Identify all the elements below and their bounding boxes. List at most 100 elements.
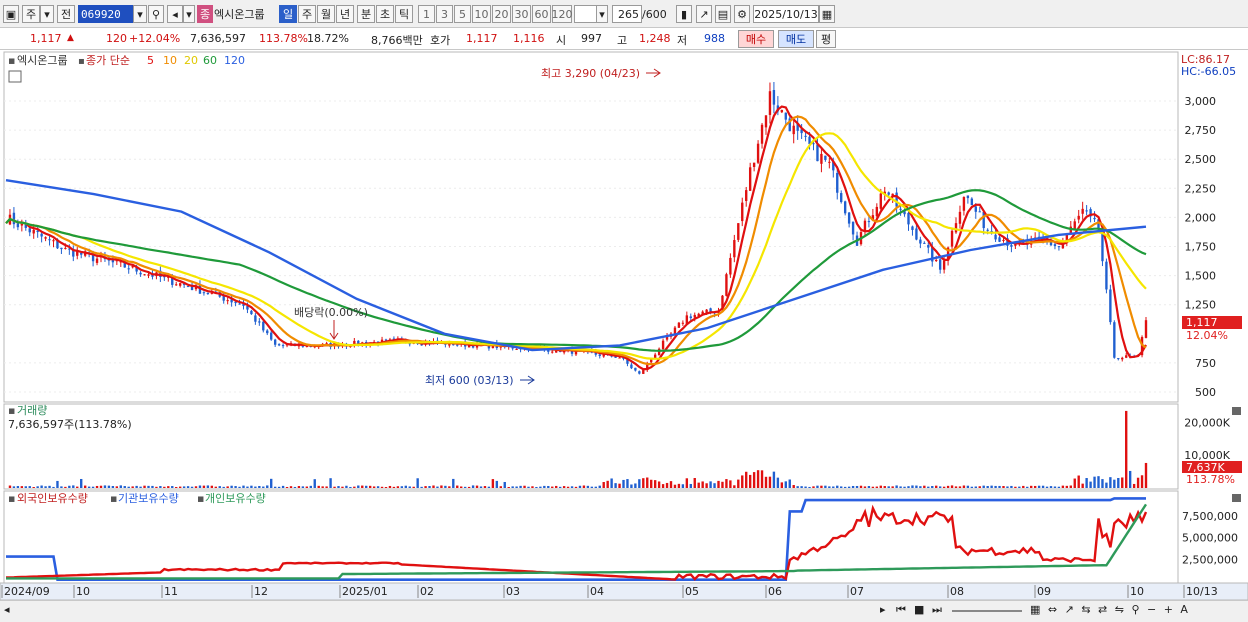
market-select[interactable]: 주 xyxy=(22,5,40,23)
interval-10[interactable]: 10 xyxy=(472,5,491,23)
volume-bar xyxy=(574,486,578,488)
volume-bar xyxy=(436,486,439,488)
candle-body xyxy=(1049,241,1053,246)
average-button[interactable]: 평 xyxy=(816,30,836,48)
low-arrow-icon xyxy=(520,375,535,385)
candle-body xyxy=(962,197,966,211)
period-tick[interactable]: 틱 xyxy=(395,5,413,23)
candle-body xyxy=(392,338,396,340)
volume-bar xyxy=(159,486,162,488)
candle-body xyxy=(772,90,776,105)
table-icon[interactable] xyxy=(8,70,22,83)
candle-body xyxy=(1077,215,1080,220)
skip-back-icon[interactable]: ⏮ xyxy=(896,603,906,616)
candle-body xyxy=(44,237,47,239)
tool-icons[interactable]: ▦ ⇔ ↗ ⇆ ⇄ ⇋ ⚲ − + A xyxy=(1030,603,1190,616)
volume-bar xyxy=(167,486,170,488)
count-input[interactable]: 265 xyxy=(612,5,642,23)
interval-120[interactable]: 120 xyxy=(552,5,573,23)
volume-bar xyxy=(1077,475,1080,488)
interval-60[interactable]: 60 xyxy=(532,5,551,23)
date-input[interactable]: 2025/10/13 xyxy=(753,5,819,23)
volume-bar xyxy=(444,485,447,488)
zoom-slider[interactable] xyxy=(952,610,1022,612)
last-price: 1,117 xyxy=(1186,316,1218,329)
volume-bar xyxy=(630,484,633,488)
interval-20[interactable]: 20 xyxy=(492,5,511,23)
volume-bar xyxy=(851,485,855,488)
chart-scrollbar[interactable]: ◂ ▸ ⏮ ■ ⏭ ▦ ⇔ ↗ ⇆ ⇄ ⇋ ⚲ − + A xyxy=(0,600,1248,622)
volume-bar xyxy=(760,470,764,488)
interval-5[interactable]: 5 xyxy=(454,5,471,23)
close-icon[interactable] xyxy=(1232,494,1241,502)
buy-button[interactable]: 매수 xyxy=(738,30,774,48)
scroll-right-icon[interactable]: ▸ xyxy=(880,603,886,616)
period-week[interactable]: 주 xyxy=(298,5,316,23)
candle-body xyxy=(194,285,198,290)
period-year[interactable]: 년 xyxy=(336,5,354,23)
window-menu-icon[interactable]: ▣ xyxy=(3,5,19,23)
gear-icon[interactable]: ⚙ xyxy=(734,5,750,23)
period-second[interactable]: 초 xyxy=(376,5,394,23)
candle-body xyxy=(938,259,942,270)
volume-bar xyxy=(246,486,249,488)
interval-30[interactable]: 30 xyxy=(512,5,531,23)
volume-bar xyxy=(151,485,154,488)
volume-bar xyxy=(950,485,954,488)
interval-1[interactable]: 1 xyxy=(418,5,435,23)
volume-bar xyxy=(685,478,689,488)
volume-bar xyxy=(234,486,237,488)
volume-bar xyxy=(76,486,79,488)
candle-body xyxy=(915,228,918,240)
speaker-icon[interactable]: ◂ xyxy=(167,5,183,23)
search-icon[interactable]: ⚲ xyxy=(148,5,164,23)
chevron-down-icon[interactable]: ▾ xyxy=(183,5,195,23)
price-tick-label: 1,750 xyxy=(1185,241,1217,254)
candle-body xyxy=(1006,238,1009,246)
volume-bar xyxy=(990,485,993,488)
volume-bar xyxy=(729,480,732,488)
candle-body xyxy=(800,129,803,134)
period-minute[interactable]: 분 xyxy=(357,5,375,23)
volume-bar xyxy=(551,486,554,488)
stock-chart[interactable]: 3,000 2,750 2,500 2,250 2,000 1,750 1,500 1,250… xyxy=(0,50,1248,600)
candle-body xyxy=(812,143,815,145)
x-axis-label: 03 xyxy=(506,585,520,598)
candle-body xyxy=(266,330,269,334)
volume-bar xyxy=(689,483,692,488)
volume-bar xyxy=(646,477,649,488)
interval-3[interactable]: 3 xyxy=(436,5,453,23)
period-day[interactable]: 일 xyxy=(279,5,297,23)
volume-bar xyxy=(87,486,91,488)
prev-button[interactable]: 전 xyxy=(57,5,75,23)
candle-body xyxy=(931,246,934,262)
volume-bar xyxy=(396,486,400,488)
close-icon[interactable] xyxy=(1232,407,1241,415)
period-month[interactable]: 월 xyxy=(317,5,335,23)
price-tick-label: 1,250 xyxy=(1185,299,1217,312)
line-icon[interactable]: ↗ xyxy=(696,5,712,23)
chevron-down-icon[interactable]: ▾ xyxy=(133,5,147,23)
code-input[interactable]: 069920 xyxy=(78,5,134,23)
volume-bar xyxy=(1073,478,1076,488)
chevron-down-icon[interactable]: ▾ xyxy=(40,5,54,23)
calendar-icon[interactable]: ▦ xyxy=(819,5,835,23)
save-icon[interactable]: ▤ xyxy=(715,5,731,23)
volume-bar xyxy=(1109,477,1112,488)
candle-body xyxy=(832,161,835,171)
sell-button[interactable]: 매도 xyxy=(778,30,814,48)
scroll-left-icon[interactable]: ◂ xyxy=(4,603,10,616)
volume-bar xyxy=(982,485,985,488)
volume-bar xyxy=(36,486,39,488)
panel-bullet: ▪ xyxy=(110,492,117,505)
chevron-down-icon[interactable]: ▾ xyxy=(596,5,608,23)
volume-bar xyxy=(285,486,289,488)
volume-bar xyxy=(495,480,499,488)
volume-bar xyxy=(1097,476,1100,488)
volume-bar xyxy=(337,486,340,488)
up-arrow-icon: ▲ xyxy=(67,33,74,43)
volume-bar xyxy=(867,486,871,488)
candle-icon[interactable]: ▮ xyxy=(676,5,692,23)
stop-icon[interactable]: ■ xyxy=(914,603,925,616)
skip-forward-icon[interactable]: ⏭ xyxy=(932,603,942,616)
